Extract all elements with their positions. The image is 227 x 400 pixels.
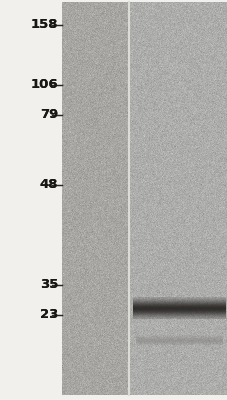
Text: 48: 48 — [39, 178, 58, 192]
Text: 79: 79 — [39, 108, 58, 122]
Text: 106: 106 — [30, 78, 58, 92]
Bar — [0, 0, 62, 400]
Text: 35: 35 — [39, 278, 58, 292]
Text: 158: 158 — [30, 18, 58, 32]
Text: 23: 23 — [39, 308, 58, 322]
Text: 106: 106 — [30, 78, 58, 92]
Text: 23: 23 — [39, 308, 58, 322]
Text: 35: 35 — [39, 278, 58, 292]
Text: 79: 79 — [39, 108, 58, 122]
Text: 48: 48 — [39, 178, 58, 192]
Text: 158: 158 — [30, 18, 58, 32]
